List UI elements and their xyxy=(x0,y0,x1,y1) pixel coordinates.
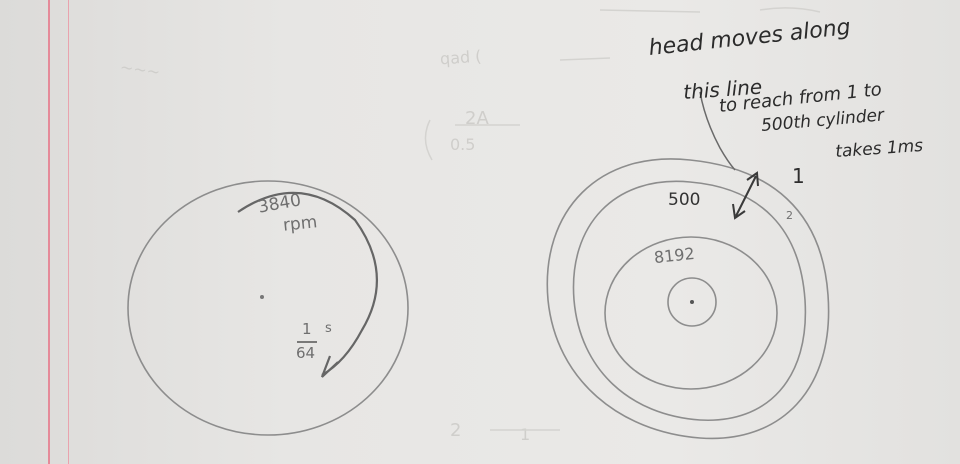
margin-line xyxy=(48,0,50,464)
fraction-denominator: 64 xyxy=(296,344,316,362)
cylinder-double-arrow xyxy=(732,171,759,220)
outer-cylinder-label: 500 xyxy=(668,190,701,210)
left-disk xyxy=(127,180,409,436)
left-disk-center xyxy=(260,295,264,299)
margin-line-faint xyxy=(68,0,69,464)
show-through-writing: 1 xyxy=(520,425,531,444)
leader-line xyxy=(699,91,736,171)
right-disk xyxy=(546,158,830,440)
side-mark-label: 2 xyxy=(786,209,793,222)
rpm-unit: rpm xyxy=(281,212,319,236)
fraction-numerator: 1 xyxy=(302,320,312,338)
fraction-unit: s xyxy=(325,321,332,336)
cylinder-one-label: 1 xyxy=(792,164,805,188)
show-through-writing: 2 xyxy=(450,420,462,441)
inner-cylinder-label: 8192 xyxy=(653,243,696,268)
right-disk-center xyxy=(690,300,694,304)
show-through-writing: 2A xyxy=(465,108,489,129)
show-through-writing: 0.5 xyxy=(450,135,476,154)
